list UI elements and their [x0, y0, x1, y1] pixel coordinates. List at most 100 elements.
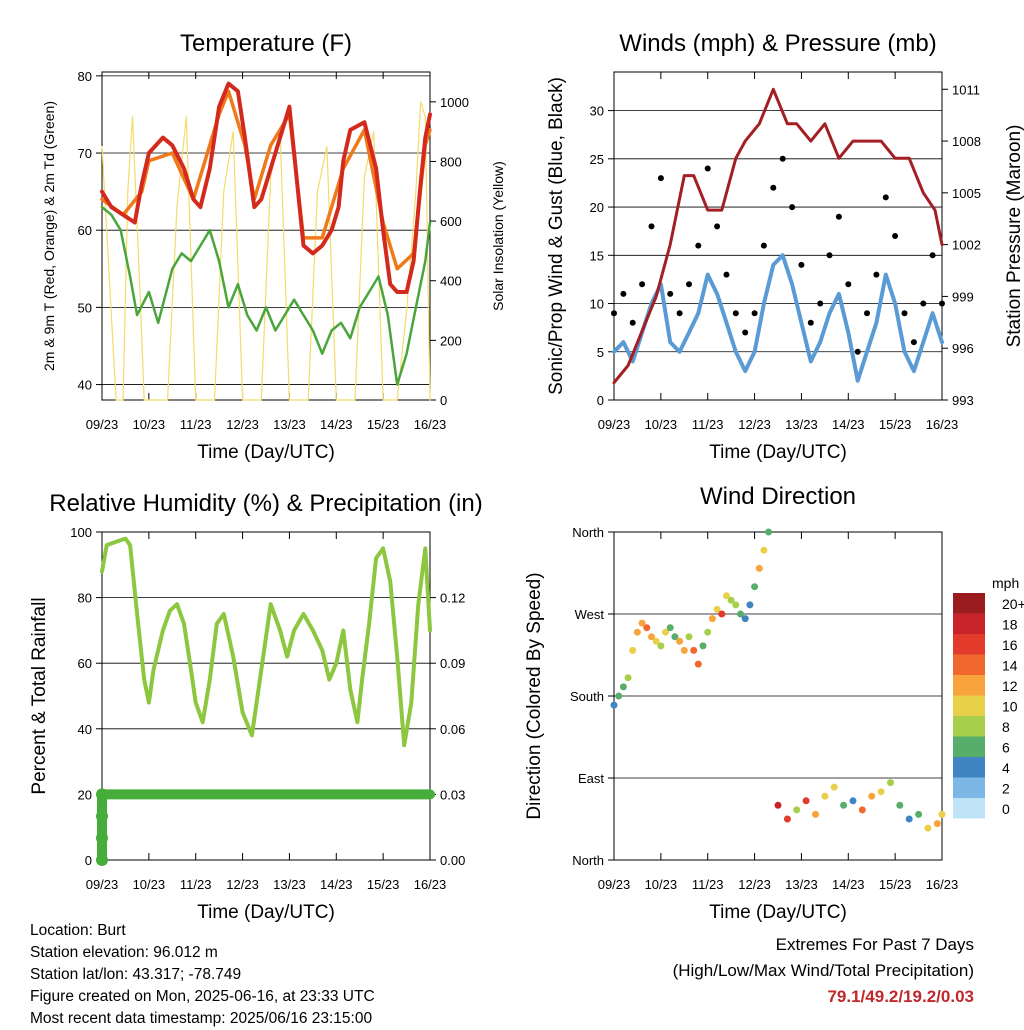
x-tick-label: 11/23: [180, 417, 212, 432]
temperature-panel: Temperature (F) Time (Day/UTC) 2m & 9m T…: [41, 30, 506, 463]
y-tick-label-right: 0.12: [440, 591, 465, 606]
humidity-xlabel: Time (Day/UTC): [197, 902, 335, 923]
solar-insolation-line: [101, 101, 431, 401]
extremes-title: Extremes For Past 7 Days: [775, 935, 974, 954]
wind-direction-point: [676, 637, 684, 645]
humidity-ylabel: Percent & Total Rainfall: [29, 597, 50, 794]
x-tick-label: 16/23: [926, 877, 959, 892]
precipitation-point: [96, 810, 108, 823]
wind-direction-point: [821, 792, 829, 800]
wind-gust-point: [611, 310, 617, 317]
y-tick-label: 40: [78, 722, 92, 737]
colorbar-swatch: [953, 757, 985, 778]
x-tick-label: 11/23: [180, 877, 212, 892]
colorbar-label: 4: [1002, 760, 1010, 776]
wind-gust-point: [751, 310, 758, 317]
wind-direction-point: [737, 610, 744, 618]
wind-direction-point: [657, 642, 665, 650]
wind-direction-point: [765, 528, 773, 536]
x-tick-label: 15/23: [367, 877, 400, 892]
wind-gust-point: [882, 194, 889, 201]
y-tick-label-right: 0.09: [440, 656, 465, 671]
wind-direction-point: [741, 615, 749, 623]
wind-direction-point: [704, 628, 712, 636]
colorbar-swatch: [953, 654, 985, 675]
y-tick-label-right: 993: [952, 393, 974, 408]
x-tick-label: 15/23: [367, 417, 400, 432]
y-tick-label: 0: [85, 853, 92, 868]
direction-xlabel: Time (Day/UTC): [709, 902, 847, 923]
dewpoint-line: [100, 205, 432, 386]
y-tick-label: 100: [70, 525, 92, 540]
colorbar-label: 0: [1002, 801, 1010, 817]
colorbar-swatch: [953, 593, 985, 614]
x-tick-label: 11/23: [692, 877, 724, 892]
y-tick-label-right: 600: [440, 214, 462, 229]
wind-direction-point: [760, 546, 768, 554]
wind-gust-point: [676, 310, 683, 317]
relative-humidity-line: [100, 536, 432, 748]
wind-gust-point: [807, 319, 814, 326]
wind-direction-point: [793, 806, 801, 814]
wind-gust-point: [817, 300, 824, 307]
plot-frame: [101, 71, 431, 401]
x-tick-label: 09/23: [86, 877, 119, 892]
temperature-xlabel: Time (Day/UTC): [197, 442, 335, 463]
colorbar-label: 2: [1002, 781, 1010, 797]
y-tick-label: 50: [78, 300, 92, 315]
wind-direction-point: [629, 646, 637, 654]
wind-direction-point: [933, 820, 941, 828]
wind-gust-point: [826, 252, 833, 259]
y-tick-label: 40: [78, 378, 92, 393]
y-tick-label: 15: [590, 248, 604, 263]
extremes-subtitle: (High/Low/Max Wind/Total Precipitation): [672, 961, 974, 980]
wind-direction-point: [774, 801, 782, 809]
precipitation-line: [97, 789, 435, 865]
extremes-values: 79.1/49.2/19.2/0.03: [827, 987, 974, 1006]
colorbar-label: 12: [1002, 678, 1018, 694]
x-tick-label: 09/23: [598, 417, 631, 432]
winds-xlabel: Time (Day/UTC): [709, 442, 847, 463]
wind-direction-point: [751, 583, 759, 591]
wind-gust-point: [873, 271, 880, 278]
x-tick-label: 13/23: [273, 417, 306, 432]
wind-direction-point: [666, 624, 674, 632]
wind-gust-point: [723, 271, 730, 278]
wind-direction-point: [652, 637, 660, 645]
figure-created: Figure created on Mon, 2025-06-16, at 23…: [30, 988, 375, 1005]
x-tick-label: 13/23: [785, 417, 818, 432]
wind-gust-point: [639, 281, 646, 288]
wind-gust-point: [901, 310, 908, 317]
wind-direction-point: [619, 683, 627, 691]
x-tick-label: 14/23: [832, 417, 865, 432]
wind-gust-point: [704, 165, 711, 172]
y-tick-label: 80: [78, 69, 92, 84]
wind-direction-point: [732, 601, 740, 609]
wind-gust-point: [686, 281, 692, 288]
x-tick-label: 14/23: [832, 877, 865, 892]
colorbar-label: 18: [1002, 617, 1018, 633]
wind-gust-point: [770, 184, 777, 191]
wind-direction-point: [615, 692, 623, 700]
y-tick-label: 60: [78, 223, 92, 238]
colorbar-swatch: [953, 798, 985, 819]
colorbar-label: 6: [1002, 740, 1010, 756]
colorbar-label: 20+: [1002, 596, 1024, 612]
wind-direction-point: [858, 806, 866, 814]
x-tick-label: 13/23: [273, 877, 306, 892]
x-tick-label: 10/23: [645, 877, 678, 892]
x-tick-label: 12/23: [738, 877, 771, 892]
y-tick-label-right: 1008: [952, 134, 981, 149]
x-tick-label: 12/23: [738, 417, 771, 432]
wind-direction-point: [713, 605, 721, 613]
wind-direction-point: [643, 624, 651, 632]
y-tick-label: North: [572, 525, 604, 540]
x-tick-label: 09/23: [598, 877, 631, 892]
y-tick-label: South: [570, 689, 604, 704]
wind-direction-point: [694, 660, 702, 668]
x-tick-label: 10/23: [133, 877, 166, 892]
wind-direction-point: [924, 824, 932, 832]
x-tick-label: 14/23: [320, 417, 353, 432]
y-tick-label-right: 0.00: [440, 853, 465, 868]
wind-direction-point: [638, 619, 646, 627]
